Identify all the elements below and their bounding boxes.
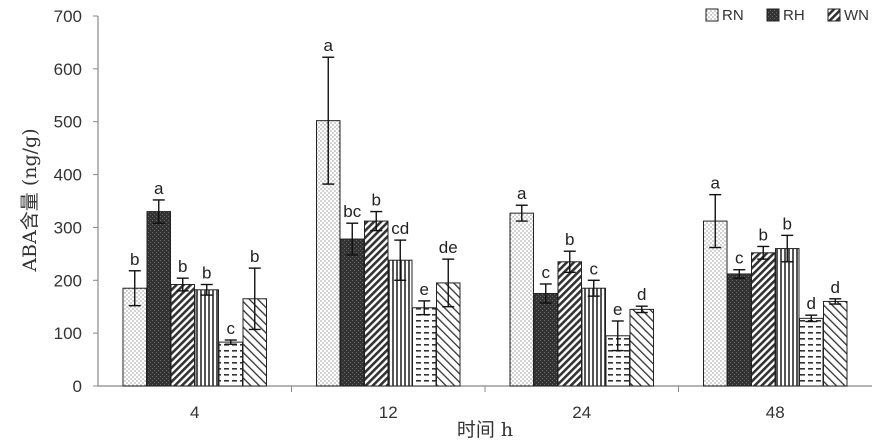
bar: [727, 273, 752, 387]
significance-label: b: [565, 230, 574, 249]
significance-label: b: [250, 247, 259, 266]
y-tick-label: 200: [54, 271, 82, 290]
significance-label: b: [759, 225, 768, 244]
y-axis-title: ABA含量 (ng/g): [19, 128, 41, 272]
y-tick-label: 0: [73, 377, 82, 396]
bar: [364, 220, 389, 387]
x-axis-ticks: 4 12 24 48: [190, 386, 785, 422]
significance-label: a: [154, 179, 164, 198]
bar: [340, 238, 365, 387]
bar: [581, 287, 606, 387]
x-tick-label: 24: [572, 403, 591, 422]
y-axis-ticks: 0 100 200 300 400 500 600 700: [54, 7, 98, 396]
bar: [146, 211, 171, 387]
x-tick-label: 48: [766, 403, 785, 422]
x-tick-label: 12: [379, 403, 398, 422]
significance-label: b: [178, 257, 187, 276]
bar: [775, 248, 800, 387]
bar: [823, 300, 848, 387]
x-tick-label: 4: [190, 403, 199, 422]
significance-label: e: [613, 300, 622, 319]
significance-label: b: [783, 214, 792, 233]
significance-label: a: [517, 184, 527, 203]
bar: [412, 307, 437, 387]
significance-label: c: [590, 259, 599, 278]
bar: [509, 212, 534, 387]
bar: [170, 284, 195, 387]
significance-label: bc: [343, 202, 361, 221]
y-tick-label: 600: [54, 60, 82, 79]
significance-label: c: [542, 263, 551, 282]
significance-label: c: [227, 319, 236, 338]
significance-label: a: [711, 174, 721, 193]
y-tick-label: 100: [54, 324, 82, 343]
significance-label: b: [202, 264, 211, 283]
legend-label: RH: [783, 7, 805, 24]
significance-label: d: [807, 294, 816, 313]
legend-label: WN: [844, 7, 869, 24]
significance-label: d: [637, 285, 646, 304]
bar: [557, 261, 582, 387]
bar: [533, 293, 558, 387]
significance-label: d: [831, 278, 840, 297]
significance-label: de: [439, 238, 458, 257]
significance-label: b: [130, 250, 139, 269]
bar: [751, 252, 776, 387]
significance-label: b: [372, 191, 381, 210]
y-tick-label: 700: [54, 7, 82, 26]
legend-swatch: [705, 8, 719, 22]
significance-label: e: [420, 280, 429, 299]
bar: [629, 308, 654, 387]
y-tick-label: 400: [54, 166, 82, 185]
legend-swatch: [766, 8, 780, 22]
significance-label: c: [735, 249, 744, 268]
significance-label: a: [324, 36, 334, 55]
bar: [194, 289, 219, 387]
bar: [218, 341, 243, 387]
y-tick-label: 500: [54, 113, 82, 132]
legend-label: RN: [722, 7, 744, 24]
legend-swatch: [827, 8, 841, 22]
bar: [799, 317, 824, 387]
significance-label: cd: [391, 219, 409, 238]
y-tick-label: 300: [54, 218, 82, 237]
x-axis-title: 时间 h: [457, 419, 513, 441]
legend: RN RH WN: [705, 7, 869, 24]
